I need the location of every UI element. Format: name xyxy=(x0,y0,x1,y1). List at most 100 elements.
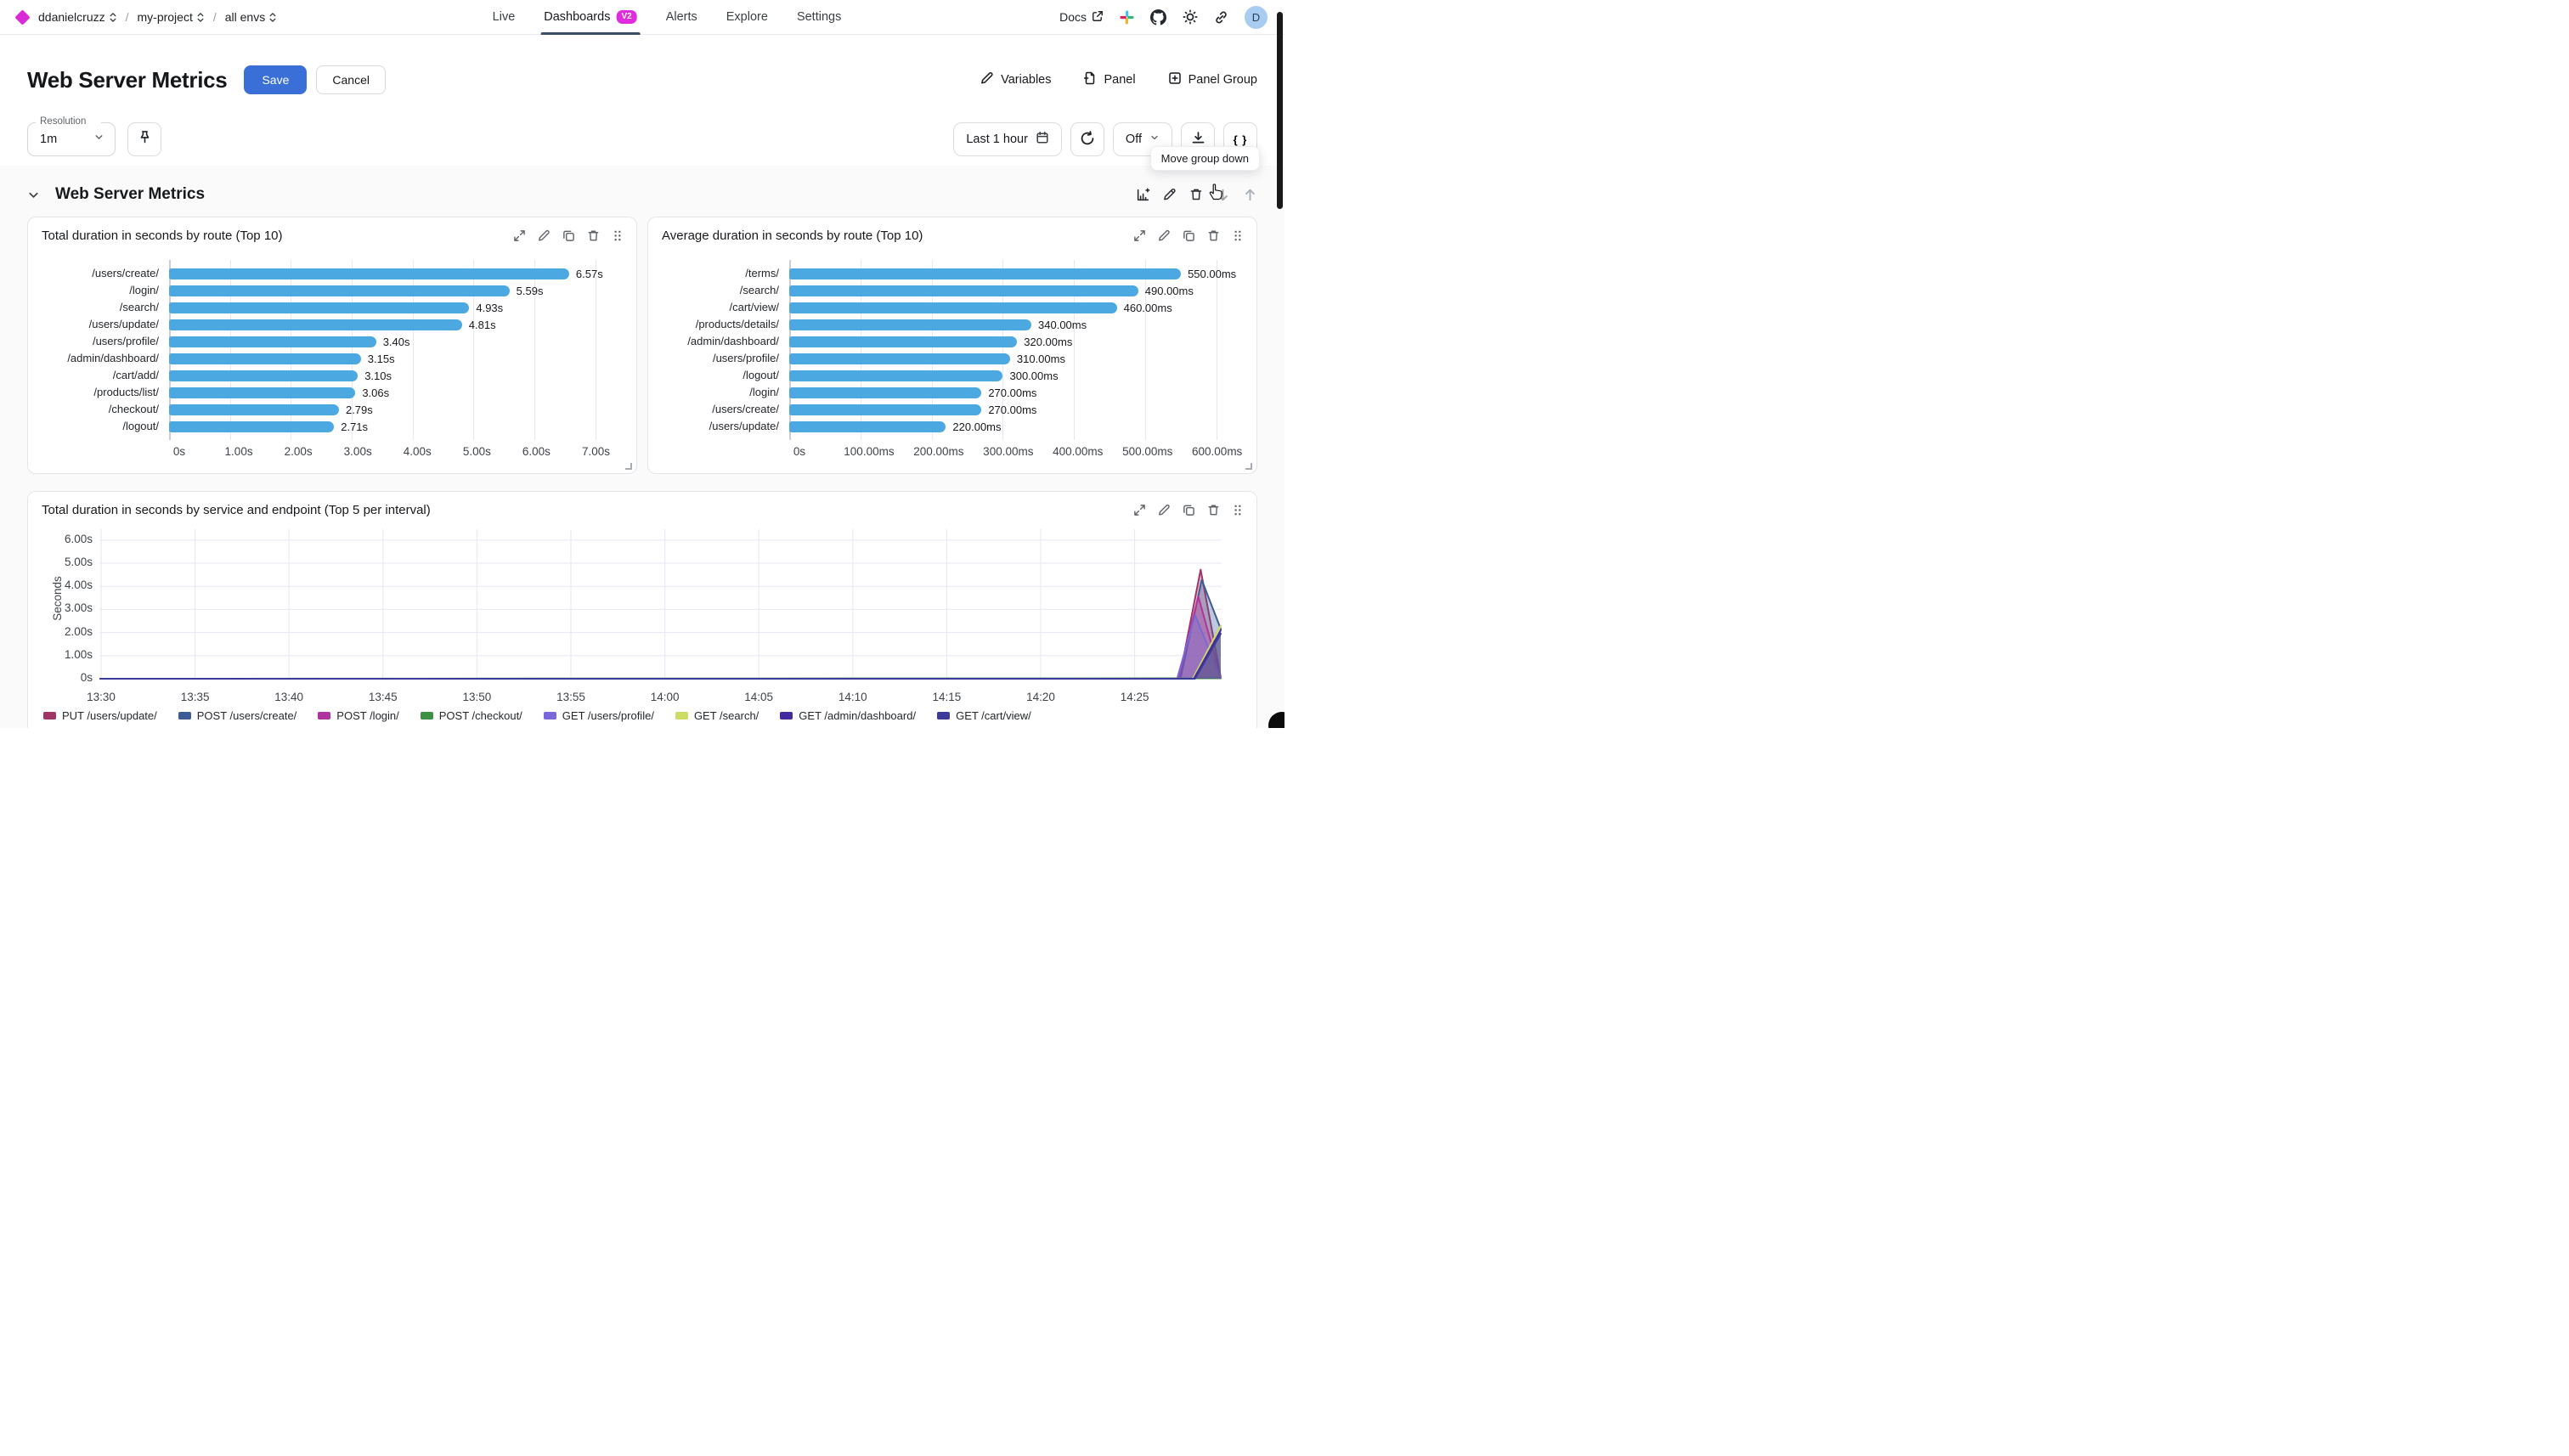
time-range-picker[interactable]: Last 1 hour xyxy=(953,122,1062,156)
bar[interactable] xyxy=(789,404,982,415)
calendar-icon xyxy=(1036,131,1049,148)
edit-panel-icon[interactable] xyxy=(1158,229,1171,242)
bar[interactable] xyxy=(169,353,361,364)
drag-handle-icon[interactable] xyxy=(1232,504,1243,516)
auto-refresh-select[interactable]: Off xyxy=(1112,122,1172,156)
y-axis-tick: 1.00s xyxy=(64,647,93,661)
expand-panel-icon[interactable] xyxy=(513,229,526,242)
bar[interactable] xyxy=(169,268,569,279)
legend-item[interactable]: POST /login/ xyxy=(318,709,399,722)
x-axis-tick: 13:40 xyxy=(274,691,304,703)
chat-launcher[interactable] xyxy=(1268,712,1284,728)
collapse-group-icon[interactable] xyxy=(27,189,40,201)
legend-item[interactable]: GET /users/profile/ xyxy=(543,709,654,722)
expand-panel-icon[interactable] xyxy=(1133,504,1146,516)
panel-header: Average duration in seconds by route (To… xyxy=(648,217,1256,243)
github-icon[interactable] xyxy=(1150,8,1166,25)
bar[interactable] xyxy=(789,268,1182,279)
edit-panel-icon[interactable] xyxy=(1158,504,1171,516)
panel-resize-handle[interactable] xyxy=(1245,463,1252,470)
bar[interactable] xyxy=(169,285,510,296)
y-axis-tick: 4.00s xyxy=(64,578,93,592)
dashboard-actions: Variables Panel Panel Group xyxy=(980,71,1257,88)
tab-explore[interactable]: Explore xyxy=(726,0,768,35)
bar-row: 3.06s xyxy=(169,384,623,401)
x-axis-tick: 14:05 xyxy=(744,691,774,703)
legend-item[interactable]: GET /search/ xyxy=(675,709,759,722)
bar[interactable] xyxy=(789,353,1010,364)
pin-button[interactable] xyxy=(127,122,161,156)
edit-group-icon[interactable] xyxy=(1163,188,1177,201)
tab-alerts[interactable]: Alerts xyxy=(666,0,697,35)
theme-toggle-sun-icon[interactable] xyxy=(1183,9,1198,25)
download-icon xyxy=(1191,131,1205,148)
expand-panel-icon[interactable] xyxy=(1133,229,1146,242)
bar[interactable] xyxy=(169,370,359,381)
breadcrumb-item-ddanielcruzz[interactable]: ddanielcruzz xyxy=(38,10,117,24)
app-root: ddanielcruzz / my-project / all envs Live Das… xyxy=(0,0,1284,728)
bar[interactable] xyxy=(789,420,946,432)
bar[interactable] xyxy=(169,420,335,432)
area-chart-svg[interactable] xyxy=(99,529,1222,680)
add-panel-group-button[interactable]: Panel Group xyxy=(1168,71,1257,88)
docs-link[interactable]: Docs xyxy=(1059,10,1104,25)
bar[interactable] xyxy=(169,319,462,330)
delete-panel-icon[interactable] xyxy=(1207,229,1220,242)
delete-group-icon[interactable] xyxy=(1189,188,1203,201)
drag-handle-icon[interactable] xyxy=(1232,229,1243,242)
x-axis-tick: 0s xyxy=(793,445,806,458)
bar-row: 2.71s xyxy=(169,418,623,435)
edit-panel-icon[interactable] xyxy=(538,229,550,242)
legend-item[interactable]: PUT /users/update/ xyxy=(43,709,157,722)
legend-item[interactable]: GET /cart/view/ xyxy=(937,709,1031,722)
tab-dashboards[interactable]: Dashboards V2 xyxy=(540,0,641,35)
user-avatar[interactable]: D xyxy=(1245,5,1268,29)
duplicate-panel-icon[interactable] xyxy=(1183,229,1195,242)
drag-handle-icon[interactable] xyxy=(612,229,623,242)
variables-label: Variables xyxy=(1001,73,1052,87)
page-title: Web Server Metrics xyxy=(27,66,228,93)
move-group-up-icon[interactable] xyxy=(1243,188,1257,202)
add-chart-icon[interactable] xyxy=(1136,187,1150,202)
legend-item[interactable]: POST /checkout/ xyxy=(420,709,522,722)
panel-title: Average duration in seconds by route (To… xyxy=(662,229,923,243)
bar[interactable] xyxy=(169,387,356,398)
breadcrumb-item-my-project[interactable]: my-project xyxy=(138,10,205,24)
bar[interactable] xyxy=(169,302,470,313)
x-axis-tick: 14:15 xyxy=(932,691,962,703)
save-button[interactable]: Save xyxy=(244,65,308,94)
legend-item[interactable]: GET /admin/dashboard/ xyxy=(780,709,916,722)
share-link-icon[interactable] xyxy=(1214,10,1228,25)
cancel-button[interactable]: Cancel xyxy=(316,65,386,94)
scrollbar-thumb[interactable] xyxy=(1277,12,1283,209)
legend-label: GET /cart/view/ xyxy=(956,709,1031,722)
duplicate-panel-icon[interactable] xyxy=(562,229,575,242)
tab-live[interactable]: Live xyxy=(493,0,516,35)
add-panel-button[interactable]: Panel xyxy=(1083,71,1136,88)
delete-panel-icon[interactable] xyxy=(1207,504,1220,516)
tab-label: Live xyxy=(492,10,516,24)
duplicate-panel-icon[interactable] xyxy=(1183,504,1195,516)
refresh-button[interactable] xyxy=(1070,122,1104,156)
bar[interactable] xyxy=(789,302,1117,313)
move-group-down-icon[interactable] xyxy=(1216,188,1230,202)
panel-resize-handle[interactable] xyxy=(625,463,632,470)
bar-row: 310.00ms xyxy=(789,350,1243,367)
bar[interactable] xyxy=(169,404,339,415)
legend-item[interactable]: POST /users/create/ xyxy=(178,709,296,722)
bar[interactable] xyxy=(789,336,1018,347)
bar[interactable] xyxy=(789,370,1003,381)
brand-logo-icon[interactable] xyxy=(14,8,31,25)
tab-label: Explore xyxy=(726,10,768,24)
bar[interactable] xyxy=(169,336,376,347)
legend-label: GET /search/ xyxy=(693,709,759,722)
breadcrumb-item-all envs[interactable]: all envs xyxy=(225,10,277,24)
bar[interactable] xyxy=(789,319,1032,330)
bar[interactable] xyxy=(789,285,1138,296)
delete-panel-icon[interactable] xyxy=(587,229,600,242)
bar[interactable] xyxy=(789,387,982,398)
slack-icon[interactable] xyxy=(1120,10,1134,25)
tab-settings[interactable]: Settings xyxy=(797,0,841,35)
variables-button[interactable]: Variables xyxy=(980,71,1051,88)
resolution-select[interactable]: Resolution 1m xyxy=(27,116,116,156)
